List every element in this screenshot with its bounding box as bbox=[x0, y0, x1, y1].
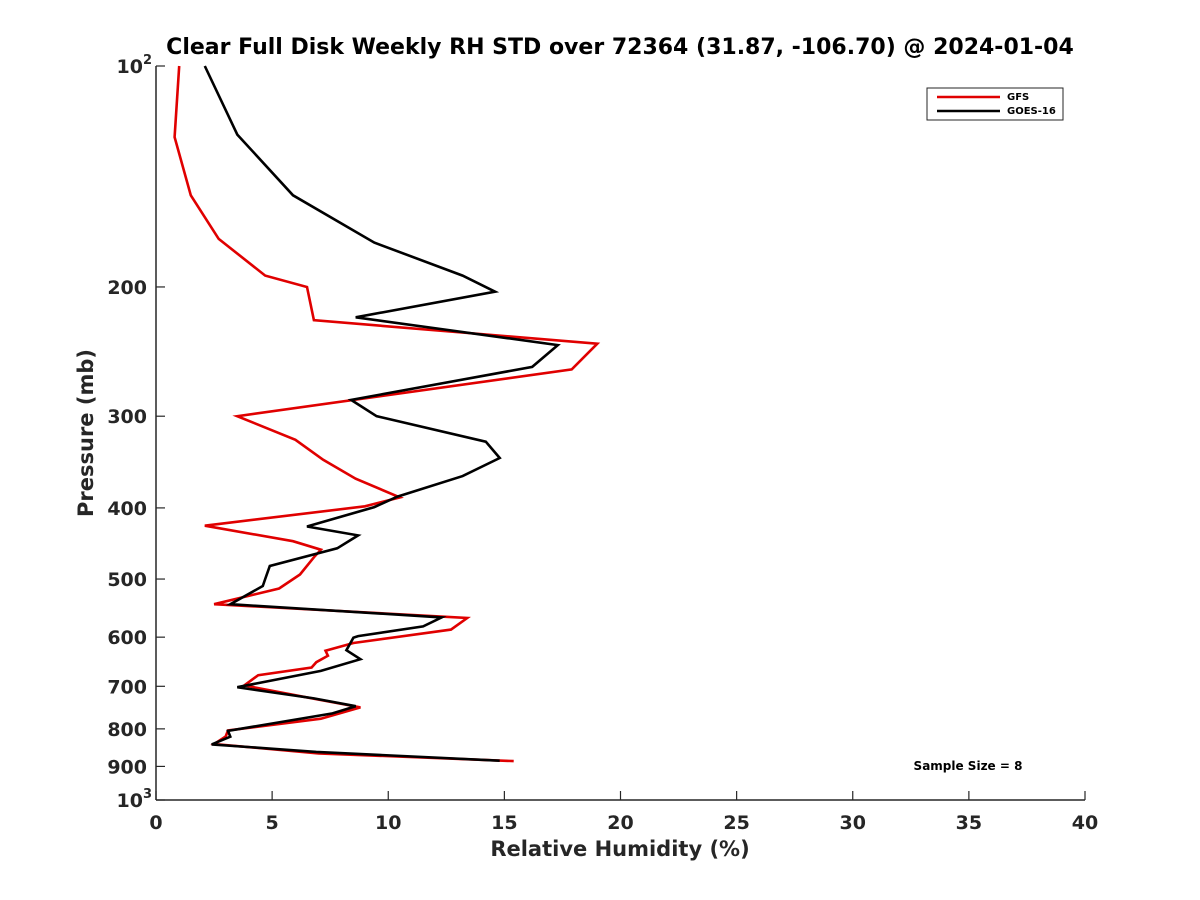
x-axis-label: Relative Humidity (%) bbox=[490, 837, 749, 861]
x-tick-label-7: 35 bbox=[956, 812, 982, 834]
x-tick-label-6: 30 bbox=[840, 812, 866, 834]
x-tick-label-4: 20 bbox=[607, 812, 633, 834]
legend-box bbox=[926, 87, 1064, 121]
chart-title: Clear Full Disk Weekly RH STD over 72364… bbox=[166, 35, 1074, 60]
x-tick-label-8: 40 bbox=[1072, 812, 1098, 834]
y-tick-label-3: 400 bbox=[107, 498, 147, 520]
y-tick-label-9: 103 bbox=[117, 787, 153, 812]
y-tick-label-4: 500 bbox=[107, 569, 147, 591]
x-ticks: 0 5 10 15 20 25 30 35 40 bbox=[149, 791, 1098, 834]
x-tick-label-1: 5 bbox=[266, 812, 279, 834]
series-layer bbox=[173, 65, 601, 763]
y-tick-label-2: 300 bbox=[107, 406, 147, 428]
y-ticks: 102 200 300 400 500 600 700 800 900 103 bbox=[107, 53, 165, 812]
y-tick-label-1: 200 bbox=[107, 277, 147, 299]
legend-label-goes-16: GOES-16 bbox=[1007, 106, 1056, 117]
sample-size-annotation: Sample Size = 8 bbox=[914, 759, 1023, 773]
x-tick-label-5: 25 bbox=[723, 812, 749, 834]
x-tick-label-3: 15 bbox=[491, 812, 517, 834]
y-axis-label: Pressure (mb) bbox=[74, 349, 98, 517]
x-tick-label-0: 0 bbox=[149, 812, 162, 834]
y-tick-label-7: 800 bbox=[107, 719, 147, 741]
y-tick-label-5: 600 bbox=[107, 627, 147, 649]
y-tick-label-8: 900 bbox=[107, 756, 147, 778]
series-line-goes-16 bbox=[203, 65, 561, 762]
y-tick-label-6: 700 bbox=[107, 676, 147, 698]
legend-label-gfs: GFS bbox=[1007, 92, 1029, 103]
legend: GFS GOES-16 bbox=[926, 87, 1064, 121]
y-tick-label-0: 102 bbox=[117, 53, 153, 78]
x-tick-label-2: 10 bbox=[375, 812, 401, 834]
